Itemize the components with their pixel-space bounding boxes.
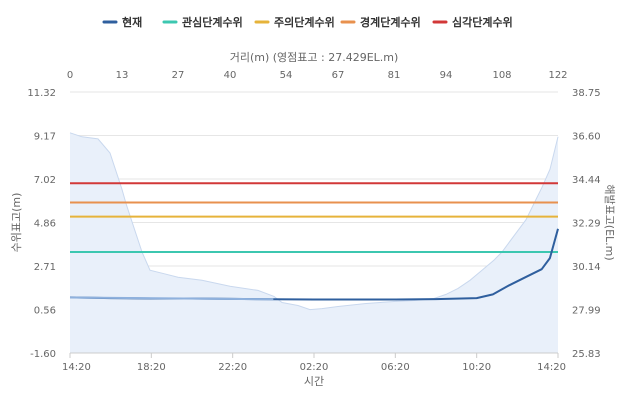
x-tick-label: 14:20 xyxy=(537,362,566,373)
top-tick-label: 122 xyxy=(548,70,567,81)
x-tick-label: 18:20 xyxy=(137,362,166,373)
left-tick-label: 11.32 xyxy=(27,88,56,99)
left-tick-label: 2.71 xyxy=(34,262,56,273)
right-axis-ticks: 38.75 36.60 34.44 32.29 30.14 27.99 25.83 xyxy=(572,88,601,360)
legend-label: 주의단계수위 xyxy=(274,15,335,29)
x-tick-label: 06:20 xyxy=(381,362,410,373)
left-tick-label: 7.02 xyxy=(34,175,56,186)
threshold-lines xyxy=(70,182,558,253)
right-tick-label: 36.60 xyxy=(572,132,601,143)
top-tick-label: 54 xyxy=(280,70,293,81)
legend-item[interactable]: 주의단계수위 xyxy=(254,15,335,29)
legend: 현재 관심단계수위 주의단계수위 경계단계수위 심각단계수위 xyxy=(102,15,513,29)
top-tick-label: 40 xyxy=(224,70,237,81)
top-tick-label: 94 xyxy=(440,70,453,81)
right-tick-label: 30.14 xyxy=(572,262,601,273)
top-tick-label: 27 xyxy=(172,70,185,81)
right-tick-label: 34.44 xyxy=(572,175,601,186)
legend-item[interactable]: 심각단계수위 xyxy=(432,15,513,29)
series-line-faded xyxy=(69,296,274,301)
legend-item[interactable]: 경계단계수위 xyxy=(340,15,421,29)
cross-section-fill xyxy=(70,132,558,353)
top-tick-label: 108 xyxy=(492,70,511,81)
top-tick-label: 81 xyxy=(388,70,401,81)
x-axis-ticks: 14:20 18:20 22:20 02:20 06:20 10:20 14:20 xyxy=(62,352,566,373)
right-tick-label: 32.29 xyxy=(572,219,601,230)
legend-label: 현재 xyxy=(122,15,142,29)
series-lines xyxy=(69,228,559,301)
left-axis-title: 수위표고(m) xyxy=(10,193,23,253)
legend-label: 경계단계수위 xyxy=(360,15,421,29)
left-tick-label: 9.17 xyxy=(34,132,56,143)
x-tick-label: 14:20 xyxy=(62,362,91,373)
top-axis-title: 거리(m) (영점표고 : 27.429EL.m) xyxy=(230,51,399,64)
x-tick-label: 02:20 xyxy=(300,362,329,373)
left-tick-label: 0.56 xyxy=(34,306,56,317)
cross-section-area xyxy=(69,132,559,353)
legend-label: 관심단계수위 xyxy=(182,15,243,29)
top-tick-label: 13 xyxy=(116,70,129,81)
x-tick-label: 10:20 xyxy=(462,362,491,373)
left-tick-label: -1.60 xyxy=(30,349,56,360)
right-axis-title: 해발표고(EL.m) xyxy=(603,184,617,260)
x-tick-label: 22:20 xyxy=(218,362,247,373)
right-tick-label: 38.75 xyxy=(572,88,601,99)
cross-section-outline xyxy=(69,132,559,311)
legend-item[interactable]: 관심단계수위 xyxy=(162,15,243,29)
top-axis-ticks: 0 13 27 40 54 67 81 94 108 122 xyxy=(67,70,568,81)
right-tick-label: 27.99 xyxy=(572,306,601,317)
left-tick-label: 4.86 xyxy=(34,219,56,230)
left-axis-ticks: 11.32 9.17 7.02 4.86 2.71 0.56 -1.60 xyxy=(27,88,56,360)
legend-item[interactable]: 현재 xyxy=(102,15,142,29)
top-tick-label: 67 xyxy=(332,70,345,81)
x-axis-title: 시간 xyxy=(304,375,324,388)
right-tick-label: 25.83 xyxy=(572,349,601,360)
legend-label: 심각단계수위 xyxy=(452,15,513,29)
top-tick-label: 0 xyxy=(67,70,73,81)
